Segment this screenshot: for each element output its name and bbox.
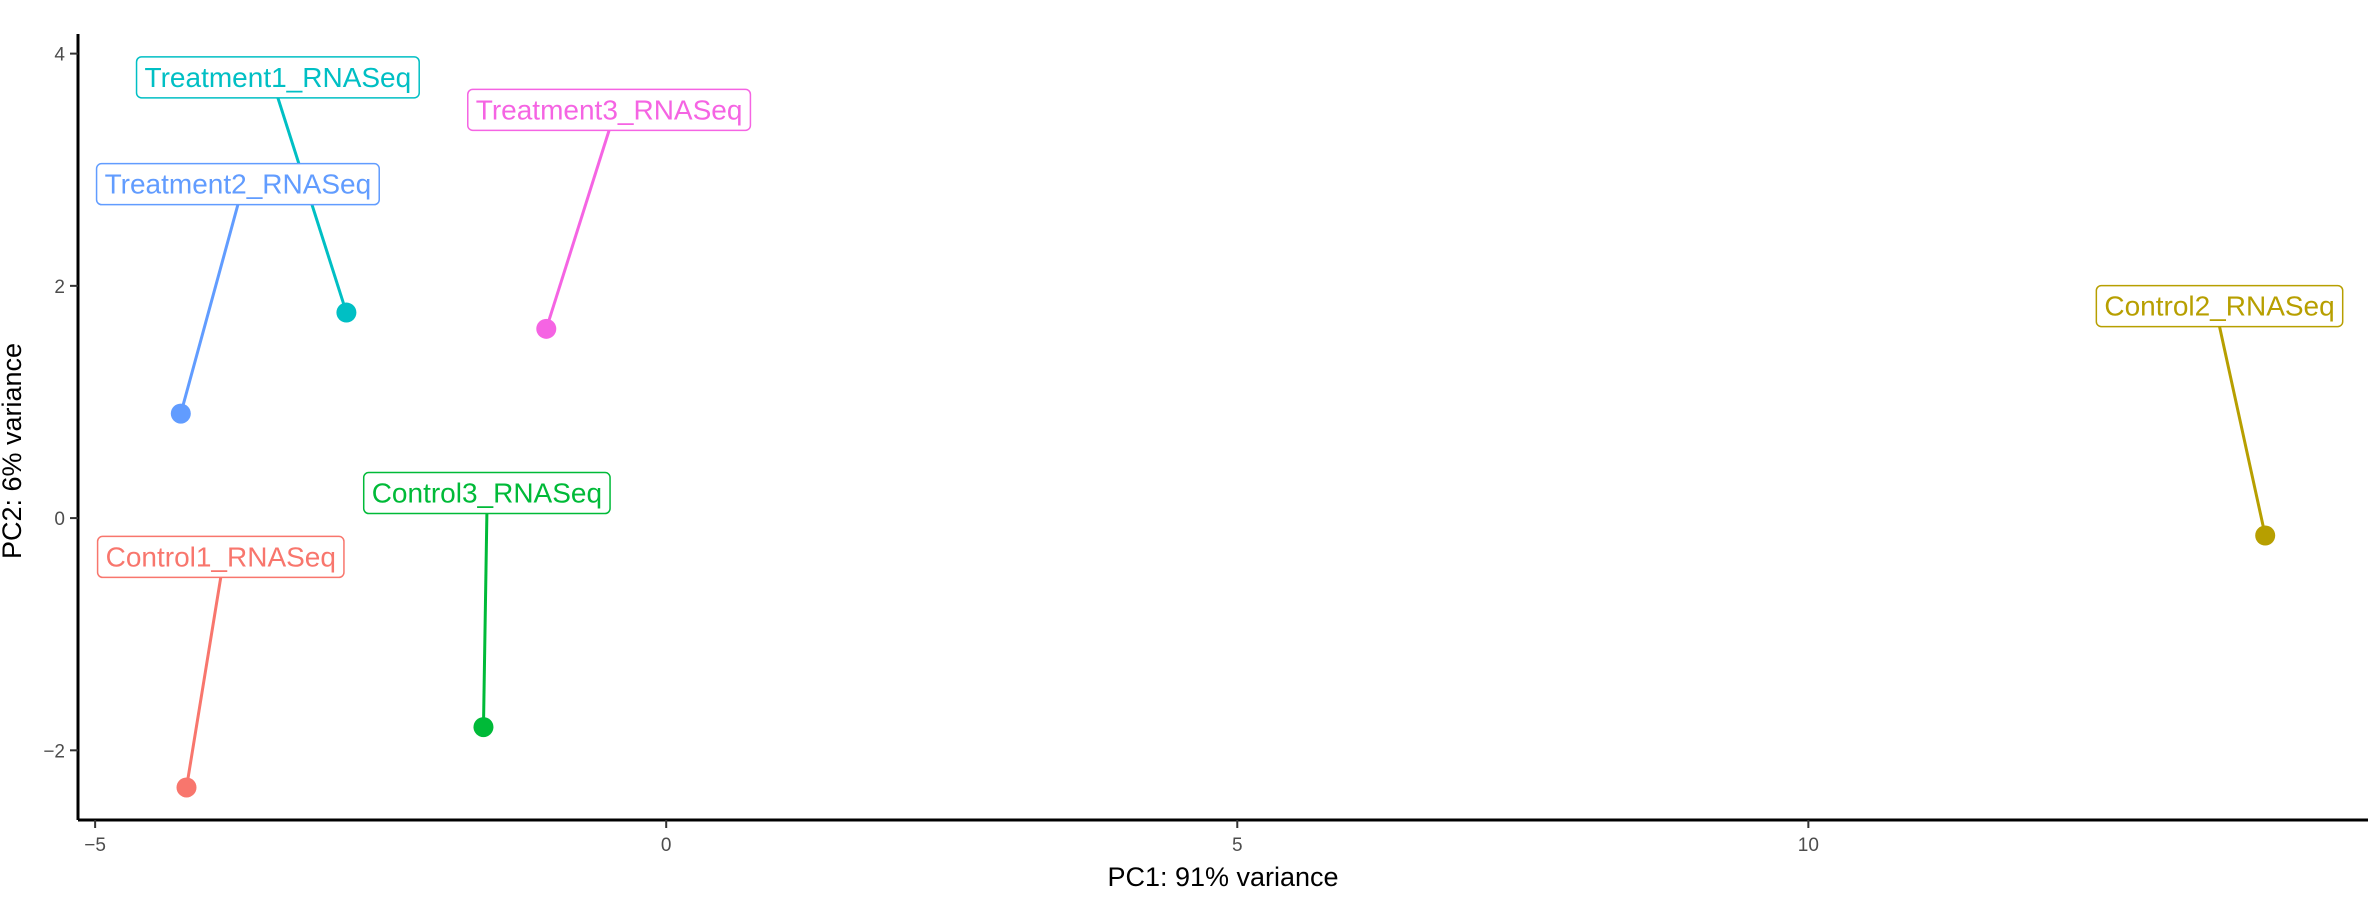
label-connector <box>185 577 223 788</box>
label-box: Treatment1_RNASeq <box>135 56 420 99</box>
label-box-border <box>96 535 345 579</box>
label-connector <box>179 204 240 414</box>
point-label: Control3_RNASeq <box>372 478 602 509</box>
axes-layer <box>76 34 2368 822</box>
point-label: Treatment3_RNASeq <box>476 94 743 125</box>
data-point <box>2255 525 2276 546</box>
point-label: Control1_RNASeq <box>106 541 336 572</box>
point-label: Control2_RNASeq <box>2104 291 2334 322</box>
ticks-layer: −5 0 5 10 −2 0 2 4 <box>43 45 1819 856</box>
y-tick-label: −2 <box>43 741 65 762</box>
label-box-border <box>467 88 752 132</box>
label-box: Control3_RNASeq <box>362 471 611 515</box>
label-box-border <box>2095 284 2344 328</box>
data-point <box>336 302 357 323</box>
points-layer <box>170 97 2276 798</box>
point-label: Treatment1_RNASeq <box>145 62 412 93</box>
x-tick-label: 5 <box>1232 835 1243 856</box>
y-axis-title: PC2: 6% variance <box>0 343 27 559</box>
x-tick-label: 10 <box>1798 835 1819 856</box>
label-box: Treatment2_RNASeq <box>95 162 380 206</box>
label-connector <box>2218 326 2267 536</box>
label-connector <box>481 513 489 728</box>
x-axis-title: PC1: 91% variance <box>1107 862 1338 892</box>
point-label: Treatment2_RNASeq <box>105 169 372 200</box>
label-box: Control2_RNASeq <box>2095 284 2344 328</box>
y-tick-label: 4 <box>54 45 65 66</box>
data-point <box>473 717 494 738</box>
label-box: Control1_RNASeq <box>96 535 345 579</box>
data-point <box>176 777 197 798</box>
y-tick-label: 0 <box>54 509 65 530</box>
label-box-border <box>135 56 420 99</box>
x-tick-label: −5 <box>84 835 106 856</box>
label-connector <box>544 129 611 330</box>
data-point <box>536 318 557 339</box>
label-box: Treatment3_RNASeq <box>467 88 752 132</box>
label-box-border <box>95 162 380 206</box>
y-tick-label: 2 <box>54 277 65 298</box>
data-point <box>170 403 191 424</box>
label-box-border <box>362 471 611 515</box>
labels-layer: Control1_RNASeq Control2_RNASeq Control3_R… <box>95 56 2344 579</box>
x-tick-label: 0 <box>661 835 672 856</box>
